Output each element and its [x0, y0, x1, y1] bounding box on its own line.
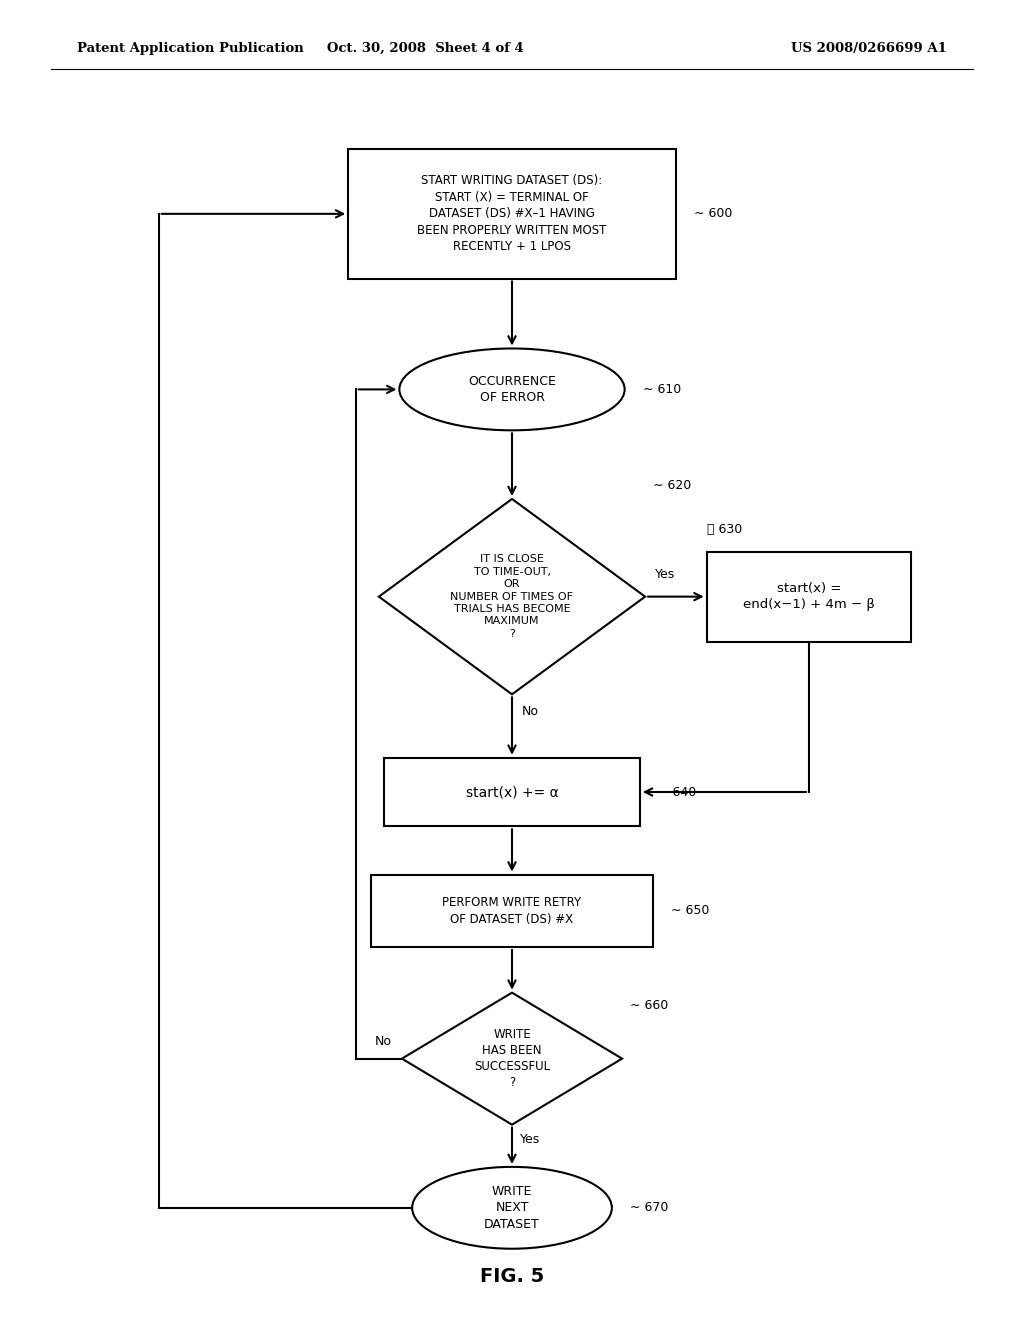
Text: PERFORM WRITE RETRY
OF DATASET (DS) #X: PERFORM WRITE RETRY OF DATASET (DS) #X: [442, 896, 582, 925]
Text: IT IS CLOSE
TO TIME-OUT,
OR
NUMBER OF TIMES OF
TRIALS HAS BECOME
MAXIMUM
?: IT IS CLOSE TO TIME-OUT, OR NUMBER OF TI…: [451, 554, 573, 639]
Text: ∼ 610: ∼ 610: [643, 383, 681, 396]
Text: Yes: Yes: [655, 568, 676, 581]
Text: Patent Application Publication: Patent Application Publication: [77, 42, 303, 54]
Text: start(x) =
end(x−1) + 4m − β: start(x) = end(x−1) + 4m − β: [743, 582, 874, 611]
Text: Oct. 30, 2008  Sheet 4 of 4: Oct. 30, 2008 Sheet 4 of 4: [327, 42, 523, 54]
Ellipse shape: [412, 1167, 612, 1249]
Text: ⸛ 630: ⸛ 630: [707, 523, 741, 536]
Text: START WRITING DATASET (DS):
START (X) = TERMINAL OF
DATASET (DS) #X–1 HAVING
BEE: START WRITING DATASET (DS): START (X) = …: [418, 174, 606, 253]
FancyBboxPatch shape: [384, 758, 640, 826]
Polygon shape: [379, 499, 645, 694]
Text: FIG. 5: FIG. 5: [480, 1267, 544, 1286]
Polygon shape: [401, 993, 623, 1125]
FancyBboxPatch shape: [707, 552, 911, 642]
Text: No: No: [522, 705, 540, 718]
Text: No: No: [375, 1035, 391, 1048]
Text: ∼ 660: ∼ 660: [631, 999, 669, 1012]
FancyBboxPatch shape: [371, 875, 653, 948]
Text: ∼ 640: ∼ 640: [658, 785, 696, 799]
Text: ∼ 650: ∼ 650: [672, 904, 710, 917]
Text: start(x) += α: start(x) += α: [466, 785, 558, 799]
Text: ∼ 600: ∼ 600: [694, 207, 732, 220]
Text: Yes: Yes: [520, 1133, 541, 1146]
Text: WRITE
NEXT
DATASET: WRITE NEXT DATASET: [484, 1185, 540, 1230]
Text: WRITE
HAS BEEN
SUCCESSFUL
?: WRITE HAS BEEN SUCCESSFUL ?: [474, 1028, 550, 1089]
Text: ∼ 620: ∼ 620: [653, 479, 691, 492]
Ellipse shape: [399, 348, 625, 430]
Text: ∼ 670: ∼ 670: [631, 1201, 669, 1214]
Text: US 2008/0266699 A1: US 2008/0266699 A1: [792, 42, 947, 54]
FancyBboxPatch shape: [348, 149, 676, 279]
Text: OCCURRENCE
OF ERROR: OCCURRENCE OF ERROR: [468, 375, 556, 404]
